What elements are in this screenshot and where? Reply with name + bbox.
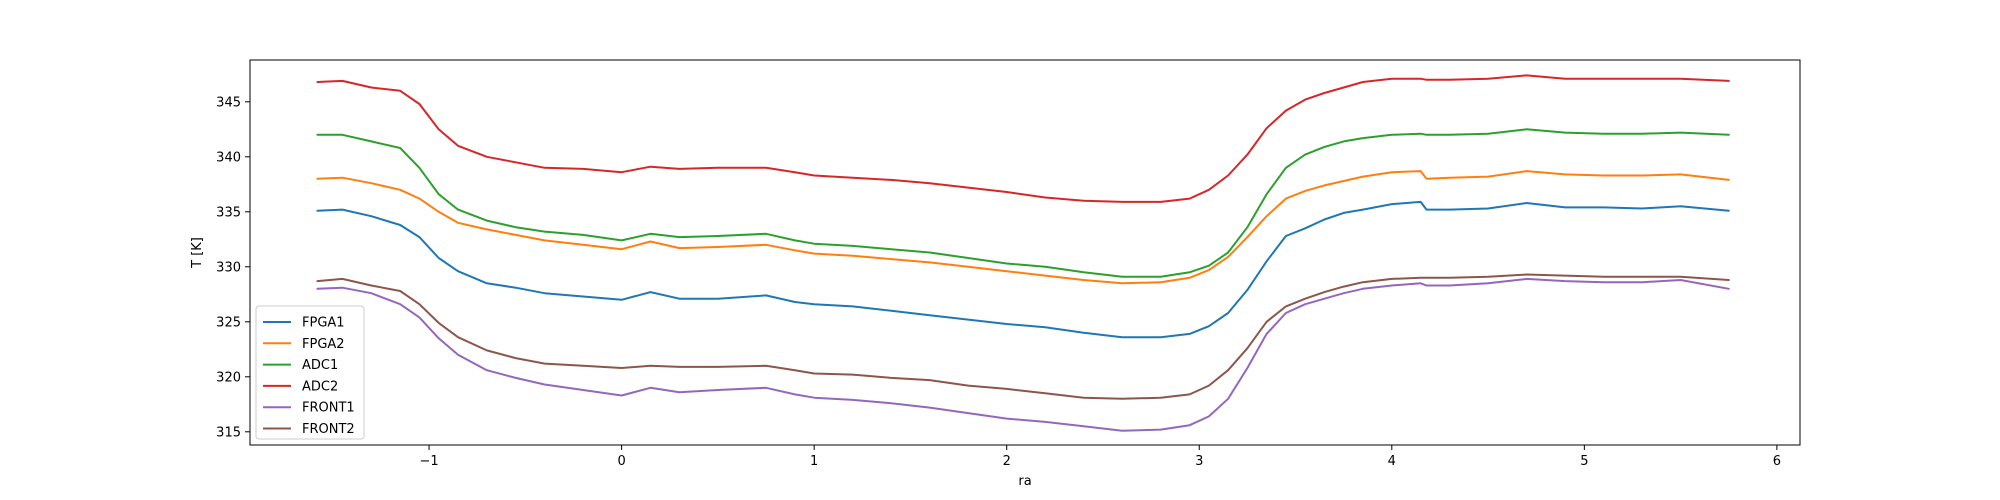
- y-tick-label: 320: [216, 370, 241, 385]
- legend: FPGA1 FPGA2 ADC1 ADC2 FRONT1 FRONT2: [255, 305, 365, 440]
- x-axis-ticks: −1 0 1 2 3 4 5 6: [419, 445, 1781, 469]
- series-line-fpga2: [316, 170, 1730, 285]
- series-line-front2: [316, 273, 1730, 400]
- plot-lines: [316, 74, 1730, 432]
- legend-label-front2: FRONT2: [302, 422, 355, 437]
- legend-label-fpga1: FPGA1: [302, 316, 345, 331]
- x-axis-label: ra: [1018, 474, 1031, 489]
- series-line-front1: [316, 277, 1730, 432]
- y-axis-ticks: 315 320 325 330 335 340 345: [216, 95, 250, 440]
- x-tick-label: −1: [419, 454, 438, 469]
- series-line-fpga1: [316, 200, 1730, 339]
- y-tick-label: 345: [216, 95, 241, 110]
- y-tick-label: 325: [216, 315, 241, 330]
- x-tick-label: 1: [810, 454, 818, 469]
- x-tick-label: 0: [617, 454, 625, 469]
- x-tick-label: 6: [1773, 454, 1781, 469]
- y-tick-label: 315: [216, 425, 241, 440]
- legend-label-adc1: ADC1: [302, 358, 338, 373]
- legend-label-front1: FRONT1: [302, 401, 355, 416]
- x-tick-label: 5: [1580, 454, 1588, 469]
- y-tick-label: 330: [216, 260, 241, 275]
- y-axis-label: T [K]: [190, 237, 205, 269]
- y-tick-label: 335: [216, 205, 241, 220]
- legend-label-adc2: ADC2: [302, 379, 338, 394]
- x-tick-label: 3: [1195, 454, 1203, 469]
- plot-frame: [249, 59, 1801, 446]
- legend-label-fpga2: FPGA2: [302, 337, 345, 352]
- x-tick-label: 4: [1388, 454, 1396, 469]
- series-line-adc2: [316, 74, 1730, 203]
- legend-box: [255, 305, 365, 440]
- series-line-adc1: [316, 128, 1730, 278]
- y-tick-label: 340: [216, 150, 241, 165]
- x-tick-label: 2: [1003, 454, 1011, 469]
